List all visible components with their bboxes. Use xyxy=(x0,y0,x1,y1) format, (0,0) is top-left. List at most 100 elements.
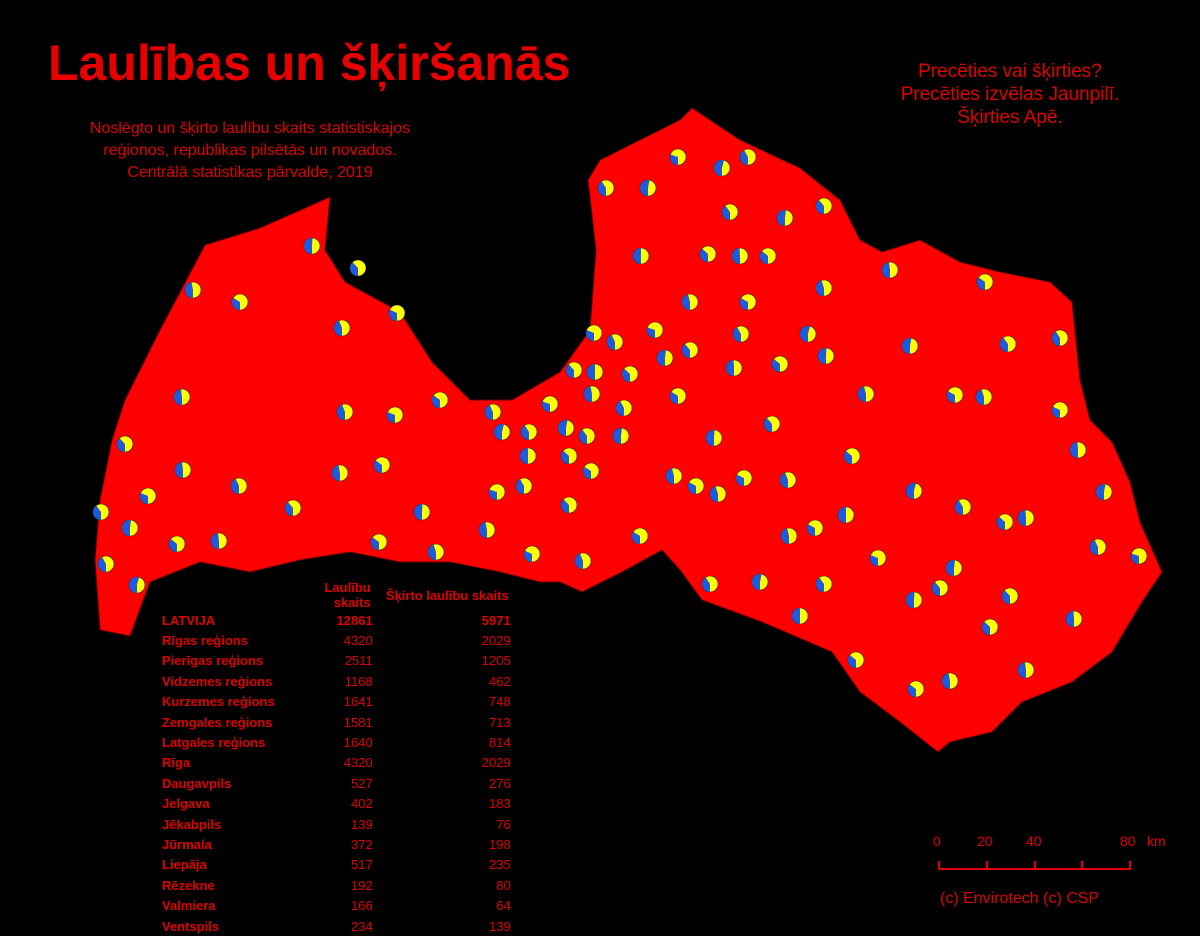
pie-slice-divorces xyxy=(838,507,846,523)
pie-slice-divorces xyxy=(230,478,239,494)
pie-marker xyxy=(128,576,146,594)
marriages-value: 2511 xyxy=(344,653,373,669)
pie-marker xyxy=(905,482,923,500)
pie-marker xyxy=(615,399,633,417)
pie-marker xyxy=(1051,401,1069,419)
note-line: šķirtas 5971 xyxy=(438,277,542,298)
table-row: Pierīgas reģions 2511 1205 xyxy=(158,651,515,671)
pie-marker xyxy=(735,469,753,487)
pie-slice-divorces xyxy=(1000,337,1008,352)
pie-slice-divorces xyxy=(520,448,528,464)
pie-marker xyxy=(1017,509,1035,527)
pie-slice-divorces xyxy=(977,277,985,290)
pie-marker xyxy=(1065,610,1083,628)
pie-marker xyxy=(843,447,861,465)
pie-slice-divorces xyxy=(579,429,587,444)
marriages-value: 1640 xyxy=(343,735,373,751)
pie-slice-divorces xyxy=(714,160,724,176)
pie-slice-divorces xyxy=(670,154,678,165)
pie-marker xyxy=(541,395,559,413)
pie-marker xyxy=(999,335,1017,353)
pie-marker xyxy=(427,543,445,561)
divorces-value: 139 xyxy=(489,918,511,934)
pie-marker xyxy=(931,579,949,597)
pie-marker xyxy=(646,321,664,339)
table-row: Ventspils 234 139 xyxy=(158,916,515,936)
pie-slice-divorces xyxy=(1069,442,1078,458)
statistics-table: Laulību skaits Šķirto laulību skaits LAT… xyxy=(158,580,515,936)
pie-slice-divorces xyxy=(908,684,916,697)
pie-slice-divorces xyxy=(211,533,219,549)
divorces-value: 5971 xyxy=(481,612,511,628)
pie-slice-divorces xyxy=(733,326,741,342)
pie-marker xyxy=(669,148,687,166)
row-label: Daugavpils xyxy=(162,775,232,791)
pie-marker xyxy=(174,461,192,479)
pie-slice-divorces xyxy=(121,520,132,536)
pie-slice-divorces xyxy=(633,248,641,264)
marriages-value: 372 xyxy=(351,836,373,852)
pie-slice-divorces xyxy=(521,425,529,440)
row-label: Latgales reģions xyxy=(162,735,266,751)
pie-slice-divorces xyxy=(98,556,106,572)
pie-slice-divorces xyxy=(764,417,772,432)
pie-marker xyxy=(815,575,833,593)
note-line: Rēzeknē un Saldū. xyxy=(663,804,807,823)
pie-marker xyxy=(92,503,110,521)
pie-marker xyxy=(901,337,919,355)
marriages-value: 12861 xyxy=(336,612,373,628)
pie-marker xyxy=(954,498,972,516)
pie-marker xyxy=(574,552,592,570)
pie-slice-divorces xyxy=(303,237,313,254)
pie-marker xyxy=(799,325,817,343)
marriages-value: 527 xyxy=(351,775,373,791)
pie-slice-divorces xyxy=(231,297,240,310)
pie-marker xyxy=(1089,538,1107,556)
note-line: 2019. gadā Latvijā xyxy=(412,229,568,250)
copyright: (c) Envirotech (c) CSP xyxy=(940,890,1100,907)
pie-slice-divorces xyxy=(905,483,916,499)
pie-marker xyxy=(333,319,351,337)
pie-slice-divorces xyxy=(389,309,397,321)
note-line: Tukumā un Ķekavā, xyxy=(659,760,811,779)
pie-slice-divorces xyxy=(613,428,623,444)
subtitle-line: reģionos, republikas pilsētās un novados… xyxy=(103,142,397,159)
pie-slice-divorces xyxy=(682,294,690,310)
pie-marker xyxy=(763,415,781,433)
divorces-value: 462 xyxy=(489,673,511,689)
scale-tick-label: 0 xyxy=(933,833,941,849)
marriages-value: 4320 xyxy=(343,633,373,649)
pie-marker xyxy=(709,485,727,503)
marriages-value: 517 xyxy=(351,857,373,873)
note-line: laulības xyxy=(457,301,523,322)
table-row: Liepāja 517 235 xyxy=(158,855,515,875)
pie-marker xyxy=(597,179,615,197)
pie-marker xyxy=(1069,441,1087,459)
pie-slice-divorces xyxy=(1131,553,1139,564)
pie-slice-divorces xyxy=(117,438,125,452)
pie-marker xyxy=(523,545,541,563)
col-header: Laulību skaits xyxy=(324,580,371,610)
pie-slice-divorces xyxy=(1090,539,1098,555)
pie-slice-divorces xyxy=(882,262,890,278)
pie-marker xyxy=(493,423,511,441)
pie-slice-divorces xyxy=(639,180,650,196)
pie-slice-divorces xyxy=(1052,406,1060,418)
pie-slice-divorces xyxy=(173,389,182,405)
pie-marker xyxy=(1095,483,1113,501)
pie-marker xyxy=(681,293,699,311)
row-label: Jelgava xyxy=(162,796,210,812)
pie-slice-divorces xyxy=(1096,484,1106,500)
pie-marker xyxy=(560,447,578,465)
pie-slice-divorces xyxy=(736,474,744,486)
pie-marker xyxy=(905,591,923,609)
subtitle-line: Noslēgto un šķirto laulību skaits statis… xyxy=(89,120,411,137)
pie-slice-divorces xyxy=(566,364,574,378)
pie-marker xyxy=(336,403,354,421)
pie-marker xyxy=(907,680,925,698)
pie-slice-divorces xyxy=(701,577,710,592)
divorces-value: 80 xyxy=(496,877,511,893)
pie-slice-divorces xyxy=(816,577,824,592)
row-label: LATVIJA xyxy=(162,612,216,628)
scale-tick-label: 80 xyxy=(1120,833,1136,849)
